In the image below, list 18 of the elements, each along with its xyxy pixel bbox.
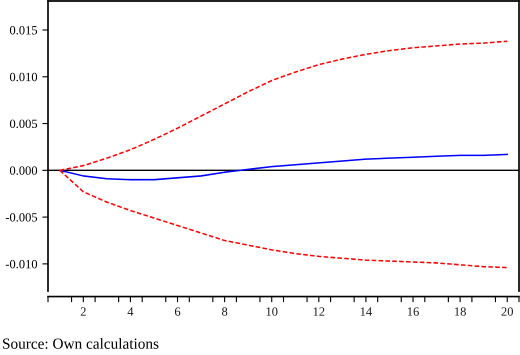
x-tick-label: 6 bbox=[174, 307, 180, 316]
x-tick-label: 20 bbox=[502, 307, 513, 316]
x-tick-label: 16 bbox=[408, 307, 419, 316]
line-series bbox=[59, 154, 508, 180]
y-tick-label: -0.005 bbox=[6, 213, 38, 222]
x-tick-label: 10 bbox=[266, 307, 278, 316]
x-tick-label: 12 bbox=[314, 307, 324, 316]
y-tick-label: 0.010 bbox=[10, 72, 38, 82]
y-tick-label: 0.005 bbox=[10, 120, 38, 128]
x-tick-label: 2 bbox=[80, 307, 86, 316]
y-tick-label: 0.000 bbox=[10, 166, 38, 175]
source-note: Source: Own calculations bbox=[3, 338, 158, 349]
x-tick-label: 14 bbox=[360, 307, 372, 316]
x-tick-label: 18 bbox=[454, 307, 466, 316]
y-tick-label: 0.015 bbox=[10, 26, 38, 35]
y-tick-label: -0.010 bbox=[6, 260, 38, 268]
x-tick-label: 4 bbox=[128, 307, 134, 316]
x-tick-label: 8 bbox=[222, 307, 228, 316]
